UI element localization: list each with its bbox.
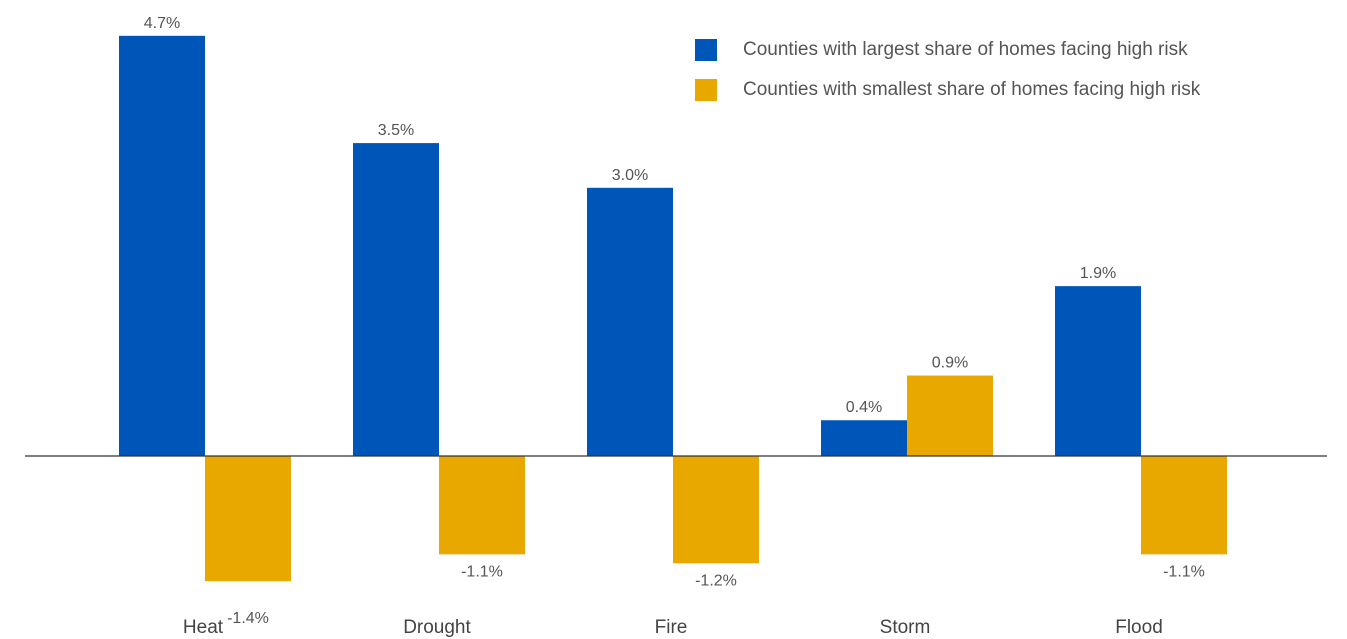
bar-storm-series-2	[907, 375, 993, 456]
legend-label-largest-share: Counties with largest share of homes fac…	[743, 39, 1188, 60]
bar-flood-series-2	[1141, 456, 1227, 555]
value-label-drought-series-1: 3.5%	[378, 122, 414, 139]
legend-label-smallest-share: Counties with smallest share of homes fa…	[743, 79, 1201, 100]
category-label-storm: Storm	[880, 617, 931, 638]
category-label-drought: Drought	[403, 617, 471, 638]
value-label-fire-series-2: -1.2%	[695, 572, 737, 589]
bar-drought-series-1	[353, 143, 439, 456]
value-label-storm-series-2: 0.9%	[932, 355, 968, 372]
bar-storm-series-1	[821, 420, 907, 456]
value-label-heat-series-2: -1.4%	[227, 610, 269, 627]
bar-flood-series-1	[1055, 286, 1141, 456]
bar-fire-series-2	[673, 456, 759, 564]
value-label-heat-series-1: 4.7%	[144, 15, 180, 32]
value-label-drought-series-2: -1.1%	[461, 563, 503, 580]
legend: Counties with largest share of homes fac…	[695, 30, 1200, 110]
category-label-heat: Heat	[183, 617, 224, 638]
legend-swatch-smallest-share	[695, 79, 717, 101]
bar-fire-series-1	[587, 187, 673, 457]
category-label-flood: Flood	[1115, 617, 1163, 638]
category-labels-group: Heat Drought Fire Storm Flood	[183, 617, 1163, 638]
bars-group	[119, 35, 1227, 582]
legend-item-largest-share: Counties with largest share of homes fac…	[695, 30, 1200, 70]
bar-drought-series-2	[439, 456, 525, 555]
value-labels-group: 4.7% -1.4% 3.5% -1.1% 3.0% -1.2% 0.4% 0.9% 1.9% -…	[144, 15, 1205, 627]
legend-item-smallest-share: Counties with smallest share of homes fa…	[695, 70, 1200, 110]
value-label-fire-series-1: 3.0%	[612, 167, 648, 184]
bar-heat-series-2	[205, 456, 291, 582]
value-label-flood-series-2: -1.1%	[1163, 563, 1205, 580]
bar-heat-series-1	[119, 35, 205, 456]
legend-swatch-largest-share	[695, 39, 717, 61]
value-label-flood-series-1: 1.9%	[1080, 265, 1116, 282]
category-label-fire: Fire	[655, 617, 688, 638]
value-label-storm-series-1: 0.4%	[846, 399, 882, 416]
